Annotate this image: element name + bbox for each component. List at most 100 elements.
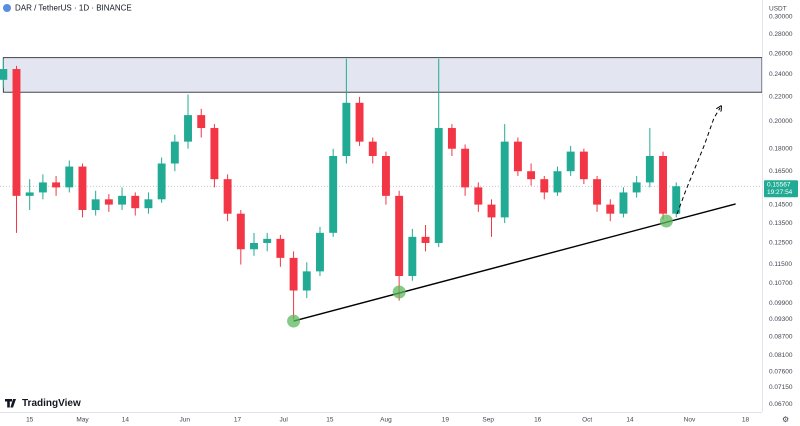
y-tick-label: 0.07150 [769, 384, 793, 391]
candle-body [65, 166, 74, 188]
candle-body [144, 199, 153, 209]
y-tick-label: 0.09900 [769, 300, 793, 307]
chart-title: DAR / TetherUS · 1D · BINANCE [15, 4, 132, 13]
candle-body [659, 156, 667, 214]
projection-arrow [676, 108, 720, 215]
candle-body [329, 156, 338, 233]
candle-body [12, 69, 21, 196]
candle-body [0, 69, 8, 80]
y-tick-label: 0.14500 [769, 201, 793, 208]
touch-point [392, 285, 406, 299]
candle-body [395, 195, 404, 277]
brand-icon [5, 399, 16, 408]
candle-body [500, 141, 509, 218]
candle-body [25, 192, 34, 196]
candle-body [250, 242, 258, 250]
candle-body [487, 204, 496, 218]
candle-body [540, 179, 549, 193]
y-tick-label: 0.09300 [769, 316, 793, 323]
candle-body [38, 182, 47, 193]
x-tick-label: Aug [380, 417, 392, 424]
candle-body [263, 238, 272, 243]
candle-body [289, 257, 298, 291]
x-tick-label: 14 [626, 417, 634, 424]
candle-body [91, 199, 100, 211]
x-tick-label: 15 [26, 417, 34, 424]
y-tick-label: 0.22000 [769, 94, 793, 101]
candle-body [408, 236, 417, 277]
candle-body [276, 238, 285, 258]
candle-body [368, 141, 377, 157]
countdown-label: 19:27:54 [767, 189, 793, 196]
y-tick-label: 0.08700 [769, 333, 793, 340]
candle-body [513, 141, 522, 172]
candle-body [421, 236, 430, 243]
candle-body [342, 102, 351, 157]
candle-body [434, 128, 443, 243]
candle-body [632, 182, 641, 193]
candle-body [527, 171, 536, 180]
overlay [676, 108, 720, 215]
x-tick-label: 17 [234, 417, 242, 424]
y-tick-label: 0.16500 [769, 168, 793, 175]
x-tick-label: 14 [122, 417, 130, 424]
candle-body [593, 179, 602, 205]
x-tick-label: 16 [534, 417, 542, 424]
candle-body [197, 115, 206, 129]
y-tick-label: 0.30000 [769, 13, 793, 20]
y-tick-label: 0.07600 [769, 368, 793, 375]
candle-body [302, 271, 311, 291]
last-price-label: 0.15567 [767, 181, 791, 188]
touch-point [659, 214, 673, 228]
candle-body [672, 186, 681, 214]
x-tick-label: 18 [742, 417, 750, 424]
y-tick-label: 0.26000 [769, 50, 793, 57]
candle-body [553, 171, 562, 193]
y-tick-label: 0.18000 [769, 145, 793, 152]
candle-body [645, 156, 654, 183]
price-label-box [764, 180, 798, 198]
candle-body [104, 199, 113, 205]
x-tick-label: Jul [280, 417, 289, 424]
candle-body [78, 166, 87, 211]
candle-body [474, 187, 483, 205]
x-tick-label: May [76, 417, 89, 424]
y-tick-label: 0.24000 [769, 71, 793, 78]
candle-body [170, 141, 179, 164]
brand-name: TradingView [22, 398, 81, 409]
candle-body [566, 151, 575, 172]
y-tick-label: 0.08100 [769, 352, 793, 359]
candle-body [447, 128, 456, 149]
y-tick-label: 0.11500 [769, 261, 792, 268]
candle-body [579, 151, 588, 180]
symbol-icon [3, 4, 11, 12]
candle-body [355, 102, 364, 142]
y-tick-label: 0.10700 [769, 280, 793, 287]
x-tick-label: 19 [442, 417, 450, 424]
candle-body [236, 213, 245, 250]
candle-body [184, 115, 192, 142]
settings-icon[interactable]: ⚙ [782, 415, 789, 424]
x-tick-label: 15 [326, 417, 334, 424]
x-tick-label: Oct [582, 417, 592, 424]
candle-body [131, 195, 140, 209]
candle-body [52, 182, 61, 188]
x-tick-label: Sep [482, 417, 494, 424]
candle-body [461, 148, 470, 188]
currency-label: USDT [769, 6, 787, 13]
candle-body [157, 163, 166, 200]
candle-body [223, 179, 232, 214]
candle-body [118, 195, 127, 205]
y-tick-label: 0.12500 [769, 240, 793, 247]
candle-body [606, 204, 615, 214]
y-tick-label: 0.13500 [769, 220, 793, 227]
candle-body [210, 128, 219, 180]
y-tick-label: 0.20000 [769, 118, 793, 125]
candle-body [316, 232, 324, 272]
brand-logo: TradingView [5, 398, 81, 409]
touch-point [287, 314, 301, 328]
x-tick-label: Jun [179, 417, 190, 424]
y-tick-label: 0.06700 [769, 401, 793, 408]
x-tick-label: Nov [684, 417, 696, 424]
